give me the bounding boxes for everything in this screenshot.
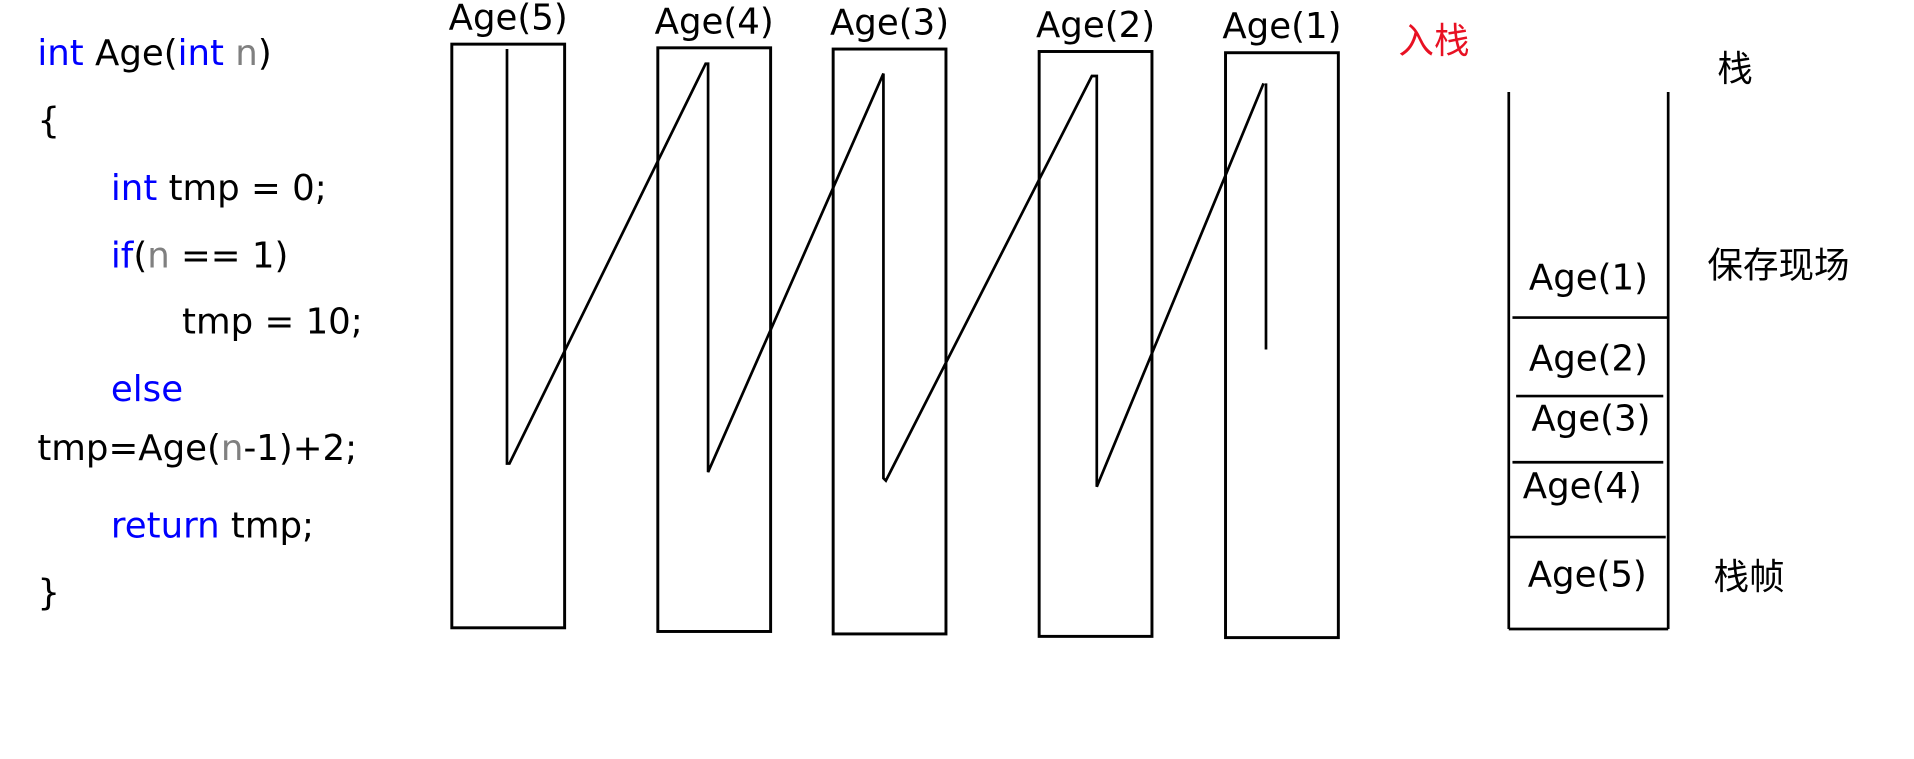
code-line: int Age(int n) (37, 33, 271, 74)
code-token: int (111, 168, 157, 209)
code-token: tmp=Age( (37, 428, 221, 469)
code-token: if (111, 235, 135, 276)
frame-box (656, 46, 773, 633)
frame-label: Age(4) (655, 1, 774, 42)
frame-box (831, 47, 948, 636)
code-line: return tmp; (111, 505, 314, 546)
code-line: if(n == 1) (111, 235, 288, 276)
stack-label: 栈 (1717, 49, 1753, 90)
code-token: ( (133, 235, 147, 276)
stack-item: Age(5) (1528, 554, 1647, 595)
code-line: else (111, 369, 183, 410)
frame-box (450, 42, 567, 630)
code-token: tmp = 10; (182, 302, 363, 343)
code-token: else (111, 369, 183, 410)
frame-label: Age(3) (830, 3, 949, 44)
frame-label: Age(2) (1036, 5, 1155, 46)
code-token: n (147, 235, 170, 276)
code-token: int (178, 33, 224, 74)
code-token: Age( (84, 33, 178, 74)
code-line: int tmp = 0; (111, 168, 327, 209)
code-token: n (221, 428, 244, 469)
frame-label: Age(1) (1222, 6, 1341, 47)
frame-box (1037, 50, 1154, 638)
code-token: n (224, 33, 258, 74)
code-token: == 1) (170, 235, 289, 276)
code-token: ) (258, 33, 272, 74)
frame-label: Age(5) (449, 0, 568, 39)
code-token: tmp; (220, 505, 314, 546)
save-label: 保存现场 (1707, 245, 1849, 286)
push-label: 入栈 (1398, 21, 1469, 62)
call-frames: Age(5) Age(4) Age(3) Age(2) Age(1) (449, 0, 1341, 640)
stack-item: Age(4) (1523, 466, 1642, 507)
code-token: -1)+2; (243, 428, 357, 469)
call-trace (505, 49, 1265, 488)
code-token: return (111, 505, 220, 546)
code-token: tmp = 0; (157, 168, 326, 209)
stack-item: Age(3) (1531, 399, 1650, 440)
code-line: tmp = 10; (182, 302, 363, 343)
code-block: int Age(int n){int tmp = 0;if(n == 1)tmp… (37, 33, 362, 614)
frame-box (1224, 51, 1340, 640)
stack-item: Age(2) (1529, 338, 1648, 379)
code-line: tmp=Age(n-1)+2; (37, 428, 357, 469)
frame-label: 栈帧 (1714, 557, 1785, 598)
code-line: } (37, 573, 60, 614)
code-line: { (37, 101, 60, 142)
code-token: int (37, 33, 83, 74)
stack: Age(1) Age(2) Age(3) Age(4) Age(5) (1507, 91, 1670, 631)
code-token: } (37, 573, 60, 614)
stack-item: Age(1) (1529, 258, 1648, 299)
code-token: { (37, 101, 60, 142)
